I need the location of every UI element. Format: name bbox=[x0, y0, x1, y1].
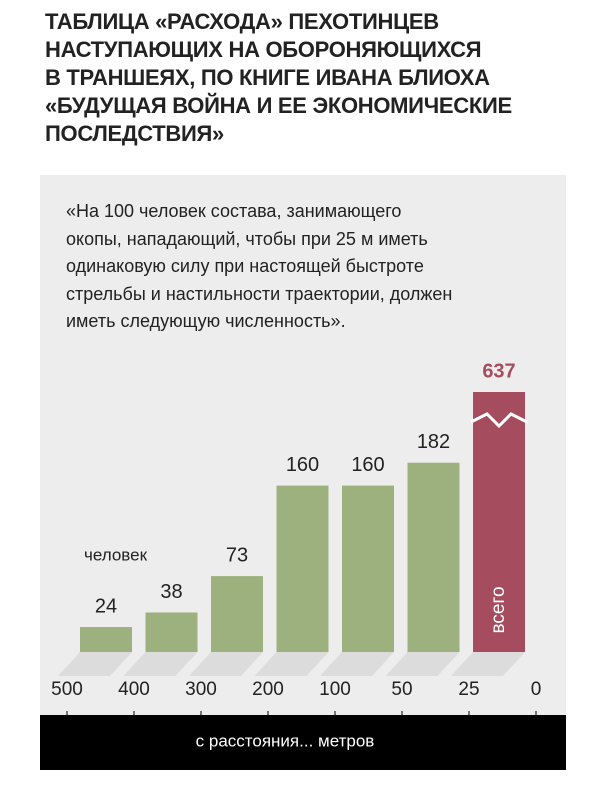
value-label: 73 bbox=[226, 544, 248, 566]
bar bbox=[145, 612, 198, 652]
y-label: человек bbox=[84, 545, 148, 564]
bar-shadow bbox=[254, 652, 329, 676]
bar-shadow bbox=[123, 652, 198, 676]
value-label: 182 bbox=[417, 431, 450, 453]
annotation: всего bbox=[488, 586, 509, 633]
subtitle: «На 100 человек состава, занимающего око… bbox=[66, 201, 453, 331]
x-tick-label: 500 bbox=[51, 679, 83, 700]
chart-title: ТАБЛИЦА «РАСХОДА» ПЕХОТИНЦЕВ НАСТУПАЮЩИХ… bbox=[45, 9, 512, 146]
bar bbox=[473, 392, 525, 652]
x-tick-label: 50 bbox=[391, 679, 412, 700]
x-tick-label: 100 bbox=[319, 679, 351, 700]
value-label: 160 bbox=[286, 454, 319, 476]
bar bbox=[407, 462, 460, 652]
x-tick-label: 0 bbox=[531, 679, 542, 700]
value-label: 38 bbox=[160, 581, 182, 603]
bar-shadow bbox=[58, 652, 132, 676]
x-label: с расстояния... метров bbox=[196, 731, 375, 750]
bar bbox=[80, 627, 132, 652]
x-tick-label: 300 bbox=[185, 679, 217, 700]
bar-shadow bbox=[189, 652, 263, 676]
bar bbox=[211, 576, 263, 652]
axis-band bbox=[40, 715, 566, 770]
value-label: 24 bbox=[95, 595, 117, 617]
bar-shadow bbox=[320, 652, 394, 676]
axis-break bbox=[470, 412, 528, 429]
x-tick-label: 200 bbox=[252, 679, 284, 700]
value-label: 637 bbox=[482, 360, 515, 382]
bar-shadow bbox=[451, 652, 525, 676]
value-label: 160 bbox=[351, 454, 384, 476]
subtitle-box: «На 100 человек состава, занимающего око… bbox=[66, 201, 453, 331]
bar bbox=[276, 485, 329, 652]
x-tick-label: 25 bbox=[458, 679, 479, 700]
bar bbox=[342, 485, 394, 652]
x-tick-label: 400 bbox=[118, 679, 150, 700]
bar-shadow bbox=[385, 652, 460, 676]
